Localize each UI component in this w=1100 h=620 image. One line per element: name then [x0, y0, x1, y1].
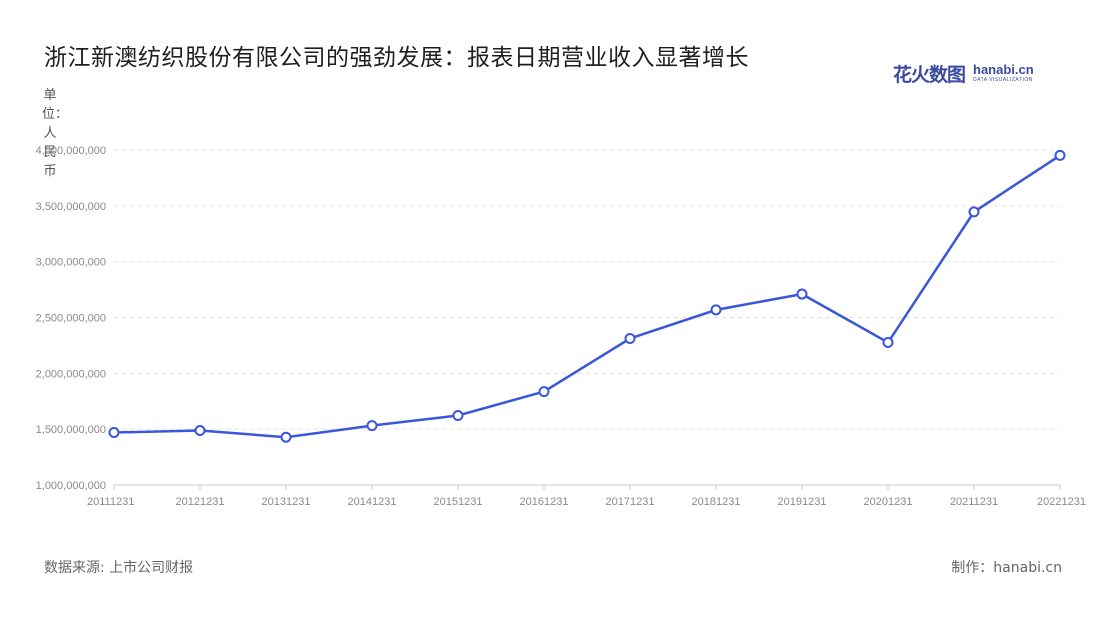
- x-tick-label: 20161231: [520, 496, 569, 508]
- data-point[interactable]: [366, 420, 378, 432]
- brand-logo: 花火数图 hanabi.cn DATA VISUALIZATION: [893, 60, 1043, 86]
- data-points: [108, 149, 1066, 443]
- y-tick-labels: 1,000,000,000 1,500,000,000 2,000,000,000 2…: [36, 145, 106, 492]
- y-tick-label: 4,000,000,000: [36, 145, 106, 157]
- data-point[interactable]: [1054, 149, 1066, 161]
- x-tick-label: 20191231: [778, 496, 827, 508]
- x-tick-label: 20211231: [950, 496, 998, 508]
- credit-text: 制作：hanabi.cn: [951, 560, 1062, 576]
- x-tick-label: 20121231: [176, 496, 225, 508]
- logo-sub-text: DATA VISUALIZATION: [973, 77, 1033, 83]
- x-tick-marks: [113, 485, 1061, 490]
- x-tick-label: 20141231: [348, 496, 397, 508]
- data-point[interactable]: [968, 206, 980, 218]
- y-tick-label: 2,000,000,000: [36, 368, 106, 380]
- data-point[interactable]: [710, 304, 722, 316]
- data-point[interactable]: [538, 386, 550, 398]
- chart-title: 浙江新澳纺织股份有限公司的强劲发展：报表日期营业收入显著增长: [44, 45, 749, 71]
- data-point[interactable]: [452, 410, 464, 422]
- data-point[interactable]: [796, 288, 808, 300]
- series-line: [113, 154, 1061, 439]
- data-source: 数据来源: 上市公司财报: [44, 560, 194, 576]
- x-tick-labels: 20111231 20121231 20131231 20141231 20151231…: [87, 496, 1086, 508]
- x-tick-label: 20201231: [864, 496, 913, 508]
- x-tick-label: 20111231: [87, 496, 134, 508]
- y-tick-label: 3,500,000,000: [36, 201, 106, 213]
- y-tick-label: 2,500,000,000: [36, 313, 106, 325]
- x-tick-label: 20171231: [606, 496, 655, 508]
- y-tick-label: 1,500,000,000: [36, 424, 106, 436]
- y-tick-label: 1,000,000,000: [36, 480, 106, 492]
- grid-layer: [114, 149, 1060, 430]
- x-tick-label: 20221231: [1037, 496, 1086, 508]
- data-point[interactable]: [280, 431, 292, 443]
- data-point[interactable]: [194, 425, 206, 437]
- x-tick-label: 20131231: [262, 496, 311, 508]
- data-point[interactable]: [624, 332, 636, 344]
- logo-cn-text: 花火数图: [893, 64, 966, 86]
- y-tick-label: 3,000,000,000: [36, 257, 106, 269]
- x-tick-label: 20181231: [692, 496, 741, 508]
- data-point[interactable]: [108, 427, 120, 439]
- data-point[interactable]: [882, 337, 894, 349]
- x-tick-label: 20151231: [434, 496, 483, 508]
- logo-en-text: hanabi.cn: [973, 62, 1034, 77]
